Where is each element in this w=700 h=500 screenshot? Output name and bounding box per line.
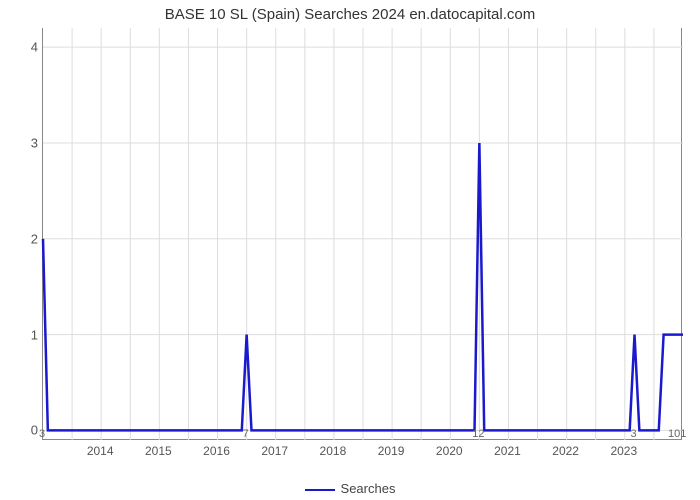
data-point-label: 3	[630, 428, 636, 440]
x-tick-label: 2020	[436, 444, 463, 458]
legend-label: Searches	[341, 481, 396, 496]
plot-area	[42, 28, 682, 440]
legend-swatch	[305, 489, 335, 491]
data-point-label: 12	[472, 428, 484, 440]
x-tick-label: 2021	[494, 444, 521, 458]
x-tick-label: 2023	[610, 444, 637, 458]
chart-title: BASE 10 SL (Spain) Searches 2024 en.dato…	[0, 6, 700, 23]
x-tick-label: 2014	[87, 444, 114, 458]
legend: Searches	[0, 481, 700, 496]
x-tick-label: 2016	[203, 444, 230, 458]
y-tick-label: 3	[31, 135, 38, 150]
y-tick-label: 1	[31, 327, 38, 342]
chart-container: BASE 10 SL (Spain) Searches 2024 en.dato…	[0, 0, 700, 500]
x-tick-label: 2022	[552, 444, 579, 458]
x-tick-label: 2015	[145, 444, 172, 458]
x-tick-label: 2017	[261, 444, 288, 458]
plot-svg	[43, 28, 681, 439]
data-point-label: 7	[243, 428, 249, 440]
x-tick-label: 2019	[378, 444, 405, 458]
x-tick-label: 2018	[320, 444, 347, 458]
y-tick-label: 0	[31, 423, 38, 438]
y-tick-label: 2	[31, 231, 38, 246]
data-point-label: 3	[39, 428, 45, 440]
y-tick-label: 4	[31, 40, 38, 55]
data-point-label: 101	[668, 428, 686, 440]
